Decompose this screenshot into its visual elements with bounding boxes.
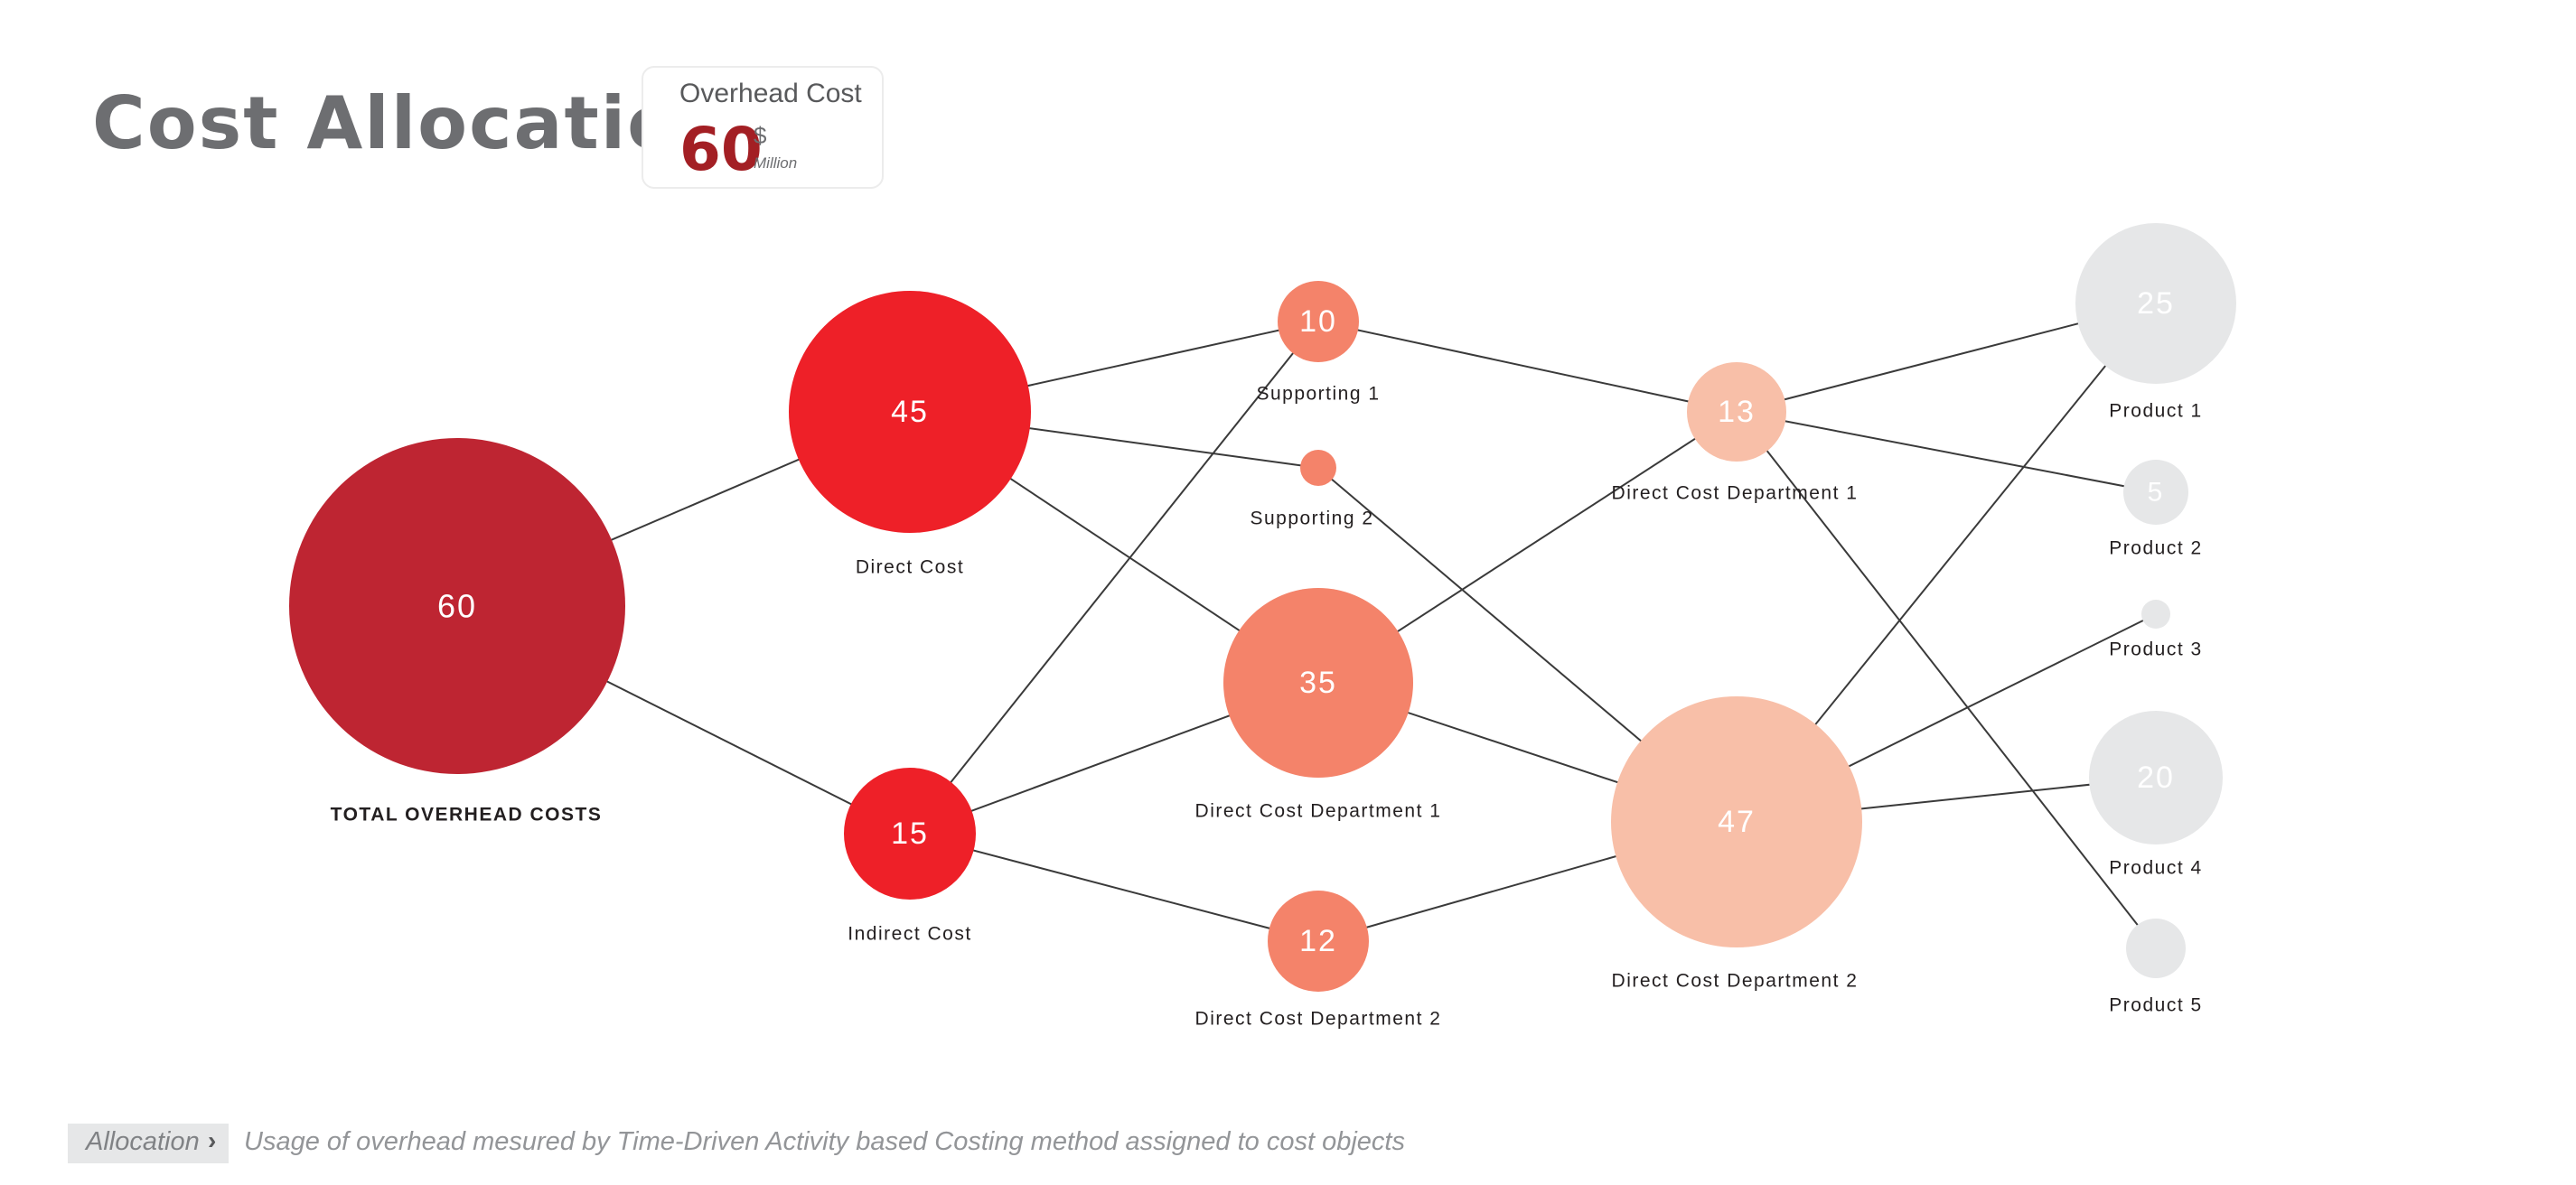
node-label-dcd1b: Direct Cost Department 1 — [1612, 483, 1859, 504]
node-label-sup2: Supporting 2 — [1250, 509, 1373, 529]
node-value-indirect: 15 — [891, 816, 929, 851]
node-label-indirect: Indirect Cost — [848, 924, 971, 945]
node-circle-direct — [789, 291, 1031, 533]
node-value-sup1: 10 — [1299, 304, 1337, 339]
node-circle-p2 — [2123, 460, 2188, 525]
node-p5: Product 5 — [2109, 919, 2202, 1016]
node-label-direct: Direct Cost — [856, 557, 964, 578]
overhead-cost-value: 60 — [679, 115, 763, 184]
node-total: 60 TOTAL OVERHEAD COSTS — [289, 438, 625, 826]
node-sup2: Supporting 2 — [1250, 450, 1373, 529]
node-value-direct: 45 — [891, 395, 929, 429]
node-dcd2b: 47 Direct Cost Department 2 — [1611, 696, 1862, 992]
link-indirect-dcd2a — [909, 833, 1319, 942]
node-circle-sup2 — [1300, 450, 1336, 486]
node-value-total: 60 — [437, 588, 477, 625]
node-circle-dcd2a — [1268, 891, 1369, 992]
node-label-p3: Product 3 — [2109, 639, 2202, 660]
node-label-dcd1a: Direct Cost Department 1 — [1195, 801, 1442, 822]
node-value-dcd2b: 47 — [1718, 805, 1756, 839]
node-indirect: 15 Indirect Cost — [844, 768, 976, 945]
overhead-cost-label: Overhead Cost — [679, 79, 862, 108]
node-p2: 5 Product 2 — [2109, 460, 2202, 559]
node-circle-total — [289, 438, 625, 774]
node-dcd2a: 12 Direct Cost Department 2 — [1195, 891, 1442, 1030]
link-indirect-sup1 — [909, 321, 1319, 835]
node-circle-p3 — [2141, 600, 2170, 629]
node-value-dcd2a: 12 — [1299, 924, 1337, 958]
link-dcd1b-p2 — [1736, 411, 2157, 493]
node-value-dcd1b: 13 — [1718, 395, 1756, 429]
link-dcd1b-p5 — [1736, 411, 2157, 949]
link-sup1-dcd1b — [1317, 321, 1738, 413]
node-circle-dcd1a — [1223, 588, 1413, 778]
page-title: Cost Allocation — [92, 81, 733, 165]
node-label-p5: Product 5 — [2109, 995, 2202, 1016]
node-circle-p5 — [2126, 919, 2186, 978]
overhead-cost-card: Overhead Cost 60 $ Million — [642, 66, 884, 189]
node-value-dcd1a: 35 — [1299, 666, 1337, 700]
footer-tag: Allocation › — [68, 1124, 229, 1163]
node-p4: 20 Product 4 — [2089, 711, 2223, 879]
node-label-dcd2a: Direct Cost Department 2 — [1195, 1009, 1442, 1030]
nodes-layer: 60 TOTAL OVERHEAD COSTS 45 Direct Cost 15 Ind… — [289, 223, 2236, 1030]
node-p3: Product 3 — [2109, 600, 2202, 660]
node-direct: 45 Direct Cost — [789, 291, 1031, 578]
node-label-p2: Product 2 — [2109, 538, 2202, 559]
node-value-p2: 5 — [2148, 478, 2165, 508]
node-dcd1a: 35 Direct Cost Department 1 — [1195, 588, 1442, 822]
node-circle-p1 — [2075, 223, 2236, 384]
node-dcd1b: 13 Direct Cost Department 1 — [1612, 362, 1859, 504]
node-circle-dcd1b — [1687, 362, 1786, 462]
node-label-total: TOTAL OVERHEAD COSTS — [331, 805, 603, 826]
node-circle-p4 — [2089, 711, 2223, 844]
node-label-sup1: Supporting 1 — [1256, 384, 1380, 405]
overhead-cost-currency: $ — [754, 122, 767, 149]
node-value-p1: 25 — [2137, 286, 2175, 321]
node-circle-dcd2b — [1611, 696, 1862, 947]
overhead-cost-unit: Million — [754, 154, 798, 172]
node-label-p4: Product 4 — [2109, 858, 2202, 879]
node-sup1: 10 Supporting 1 — [1256, 281, 1380, 405]
node-circle-indirect — [844, 768, 976, 900]
node-p1: 25 Product 1 — [2075, 223, 2236, 422]
node-label-p1: Product 1 — [2109, 401, 2202, 422]
node-value-p4: 20 — [2137, 760, 2175, 795]
node-circle-sup1 — [1278, 281, 1359, 362]
footer-tag-label: Allocation — [86, 1127, 200, 1156]
node-label-dcd2b: Direct Cost Department 2 — [1612, 971, 1859, 992]
chevron-right-icon: › — [208, 1126, 217, 1154]
footer-description: Usage of overhead mesured by Time-Driven… — [244, 1127, 1405, 1156]
